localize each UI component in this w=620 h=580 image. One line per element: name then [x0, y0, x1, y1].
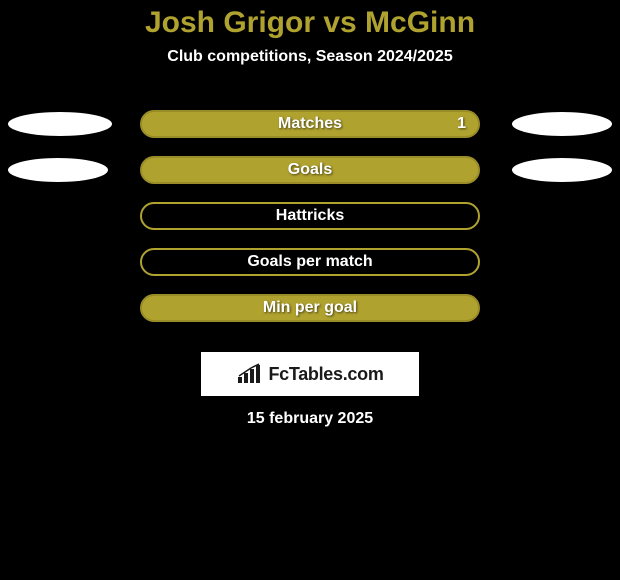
stat-row: Goals: [0, 156, 620, 184]
left-value-ellipse: [8, 112, 112, 136]
stat-label: Min per goal: [263, 299, 357, 317]
branding-text: FcTables.com: [268, 364, 383, 385]
stat-row: Min per goal: [0, 294, 620, 322]
page-subtitle: Club competitions, Season 2024/2025: [0, 48, 620, 66]
left-value-ellipse: [8, 158, 108, 182]
page-title: Josh Grigor vs McGinn: [0, 0, 620, 40]
stat-row: Matches 1: [0, 110, 620, 138]
stat-bar: Goals: [140, 156, 480, 184]
stat-label: Goals: [288, 161, 332, 179]
stat-label: Matches: [278, 115, 342, 133]
stat-bar: Hattricks: [140, 202, 480, 230]
bar-chart-icon: [236, 363, 264, 385]
stat-right-value: 1: [457, 115, 466, 133]
stat-bar: Goals per match: [140, 248, 480, 276]
stat-row: Goals per match: [0, 248, 620, 276]
right-value-ellipse: [512, 112, 612, 136]
stat-label: Goals per match: [247, 253, 372, 271]
stat-label: Hattricks: [276, 207, 344, 225]
date-label: 15 february 2025: [0, 410, 620, 428]
comparison-chart: Matches 1 Goals Hattricks Goals per match Min…: [0, 110, 620, 322]
stat-row: Hattricks: [0, 202, 620, 230]
right-value-ellipse: [512, 158, 612, 182]
stat-bar: Matches 1: [140, 110, 480, 138]
branding-badge: FcTables.com: [201, 352, 419, 396]
stat-bar: Min per goal: [140, 294, 480, 322]
